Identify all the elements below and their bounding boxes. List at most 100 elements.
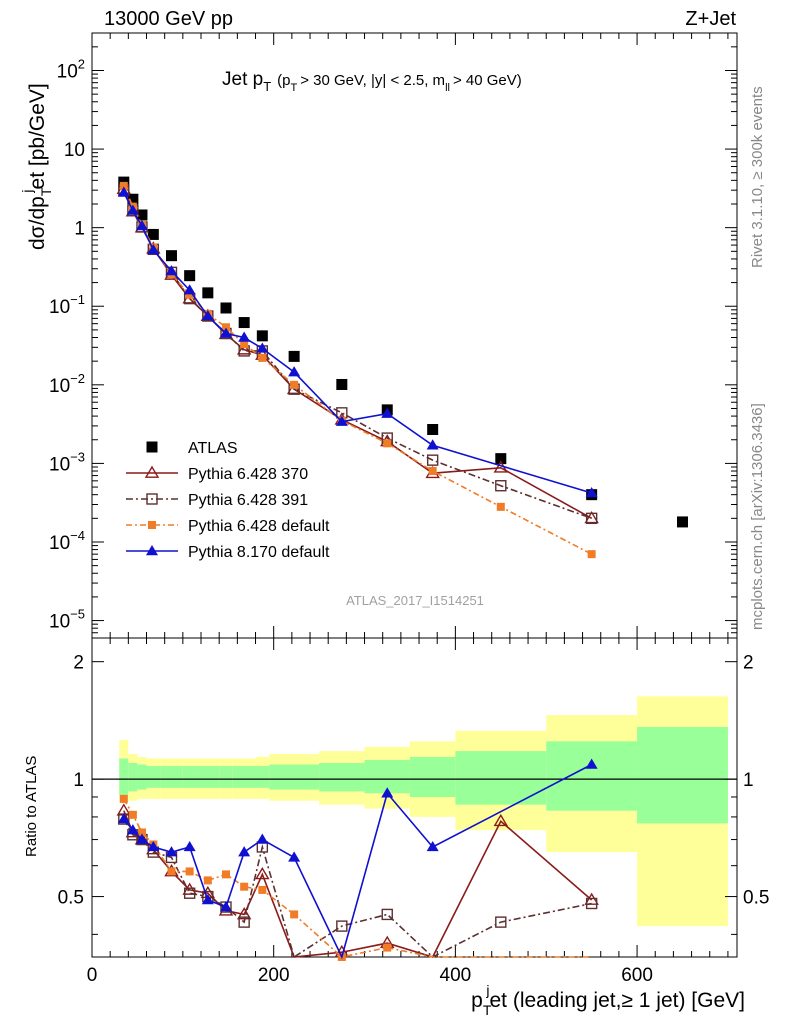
ratio-line-pythia-6-428-391 <box>123 818 592 959</box>
green-band <box>160 766 183 788</box>
point-atlas <box>147 228 159 240</box>
legend-label-pythia-8-170-default: Pythia 8.170 default <box>188 544 330 561</box>
point-pythia-6-428-default <box>119 181 128 190</box>
point-pythia-8-170-default <box>335 415 348 426</box>
ratio-point-pythia-6-428-default <box>203 876 212 885</box>
y-tick-label: 10−2 <box>49 371 85 397</box>
point-pythia-8-170-default <box>135 219 148 231</box>
ratio-point-pythia-6-428-default <box>383 943 392 952</box>
green-band <box>137 764 147 790</box>
y-tick-label: 10−1 <box>49 292 85 318</box>
ratio-point-pythia-6-428-default <box>128 810 137 819</box>
point-pythia-6-428-default <box>383 439 392 448</box>
legend-label-atlas: ATLAS <box>188 440 238 457</box>
ratio-point-pythia-6-428-default <box>137 828 146 837</box>
point-pythia-6-428-default <box>221 323 230 332</box>
point-atlas <box>336 378 348 390</box>
y-tick-label: 10 <box>64 140 85 161</box>
point-pythia-8-170-default <box>165 265 178 276</box>
ratio-point-pythia-6-428-391 <box>495 916 507 928</box>
ratio-point-pythia-6-428-370 <box>255 866 270 880</box>
rivet-label: Rivet 3.1.10, ≥ 300k events <box>749 86 766 268</box>
legend-marker-pythia-6-428-default <box>148 521 156 529</box>
green-band <box>455 751 547 805</box>
y-tick-label: 102 <box>57 56 85 82</box>
point-atlas <box>238 317 250 329</box>
green-band <box>232 766 256 788</box>
ratio-point-pythia-8-170-default <box>288 851 301 862</box>
analysis-id: ATLAS_2017_I1514251 <box>346 593 484 608</box>
ratio-point-pythia-6-428-391 <box>336 920 348 932</box>
point-atlas <box>136 209 148 221</box>
legend-label-pythia-6-428-391: Pythia 6.428 391 <box>188 492 308 509</box>
header-right: Z+Jet <box>685 8 736 30</box>
ratio-frame <box>91 637 738 958</box>
ratio-point-pythia-8-170-default <box>201 893 214 905</box>
point-pythia-8-170-default <box>219 327 232 338</box>
y-tick-label: 10−4 <box>49 528 85 554</box>
point-pythia-6-428-default <box>587 550 596 559</box>
ratio-point-pythia-8-170-default <box>219 901 232 912</box>
ratio-point-pythia-8-170-default <box>183 840 196 852</box>
point-pythia-6-428-default <box>290 380 299 389</box>
ratio-point-pythia-6-428-default <box>240 882 249 891</box>
point-atlas <box>220 302 232 314</box>
point-pythia-8-170-default <box>381 407 394 418</box>
ratio-point-pythia-6-428-default <box>185 867 194 876</box>
green-band <box>196 766 220 788</box>
ratio-point-pythia-8-170-default <box>585 758 598 769</box>
point-pythia-8-170-default <box>426 439 439 450</box>
point-pythia-8-170-default <box>183 284 196 295</box>
point-pythia-6-428-default <box>258 353 267 362</box>
green-band <box>219 766 233 788</box>
ratio-tick-label-left: 1 <box>73 770 84 791</box>
point-pythia-6-428-default <box>428 467 437 476</box>
green-band <box>146 766 161 788</box>
ratio-point-pythia-6-428-default <box>290 910 299 919</box>
point-atlas <box>427 424 439 436</box>
legend-marker-atlas <box>146 441 158 453</box>
point-atlas <box>495 453 507 465</box>
point-pythia-6-428-370 <box>584 510 599 524</box>
x-axis-label: pTjet (leading jet,≥ 1 jet) [GeV] <box>471 982 745 1018</box>
point-pythia-8-170-default <box>585 487 598 498</box>
ratio-line-pythia-6-428-370 <box>123 810 593 958</box>
green-band <box>637 727 728 824</box>
legend: ATLAS Pythia 6.428 370 Pythia 6.428 391 Pyt… <box>126 440 330 561</box>
point-pythia-6-428-default <box>240 340 249 349</box>
ratio-series <box>116 758 599 961</box>
point-pythia-8-170-default <box>201 310 214 321</box>
ratio-point-pythia-8-170-default <box>126 824 139 835</box>
ratio-tick-label-left: 2 <box>73 653 84 674</box>
ratio-point-pythia-6-428-391 <box>183 887 196 899</box>
point-atlas <box>165 250 177 262</box>
plot-title: Jet pT (pT > 30 GeV, |y| < 2.5, mll > 40 Ge… <box>222 69 522 94</box>
ratio-point-pythia-8-170-default <box>147 840 160 852</box>
ratio-point-pythia-8-170-default <box>238 846 251 857</box>
ratio-point-pythia-8-170-default <box>165 846 178 857</box>
x-tick-label: 600 <box>621 965 653 986</box>
legend-marker-pythia-6-428-391 <box>146 493 158 505</box>
green-band <box>269 764 320 790</box>
point-atlas <box>256 330 268 342</box>
point-atlas <box>202 287 214 299</box>
x-tick-label: 0 <box>87 965 98 986</box>
ratio-point-pythia-6-428-391 <box>585 897 598 910</box>
point-pythia-8-170-default <box>126 204 139 215</box>
point-pythia-6-428-default <box>185 290 194 299</box>
ratio-point-pythia-6-428-default <box>221 870 230 879</box>
ratio-point-pythia-6-428-default <box>119 794 128 803</box>
ratio-point-pythia-8-170-default <box>135 833 148 844</box>
series-line-pythia-6-428-391 <box>123 189 592 520</box>
legend-label-pythia-6-428-370: Pythia 6.428 370 <box>188 466 308 483</box>
green-band <box>119 758 129 796</box>
legend-marker-pythia-8-170-default <box>146 545 158 556</box>
point-pythia-8-170-default <box>288 366 301 377</box>
ratio-point-pythia-6-428-391 <box>381 908 393 921</box>
main-series <box>116 176 688 559</box>
point-atlas <box>288 350 300 362</box>
header-left: 13000 GeV pp <box>104 8 233 30</box>
ratio-axes: 0.5 0.5 1 1 2 2 0 200 400 600 <box>58 637 769 986</box>
ratio-tick-label-right: 0.5 <box>743 888 769 909</box>
